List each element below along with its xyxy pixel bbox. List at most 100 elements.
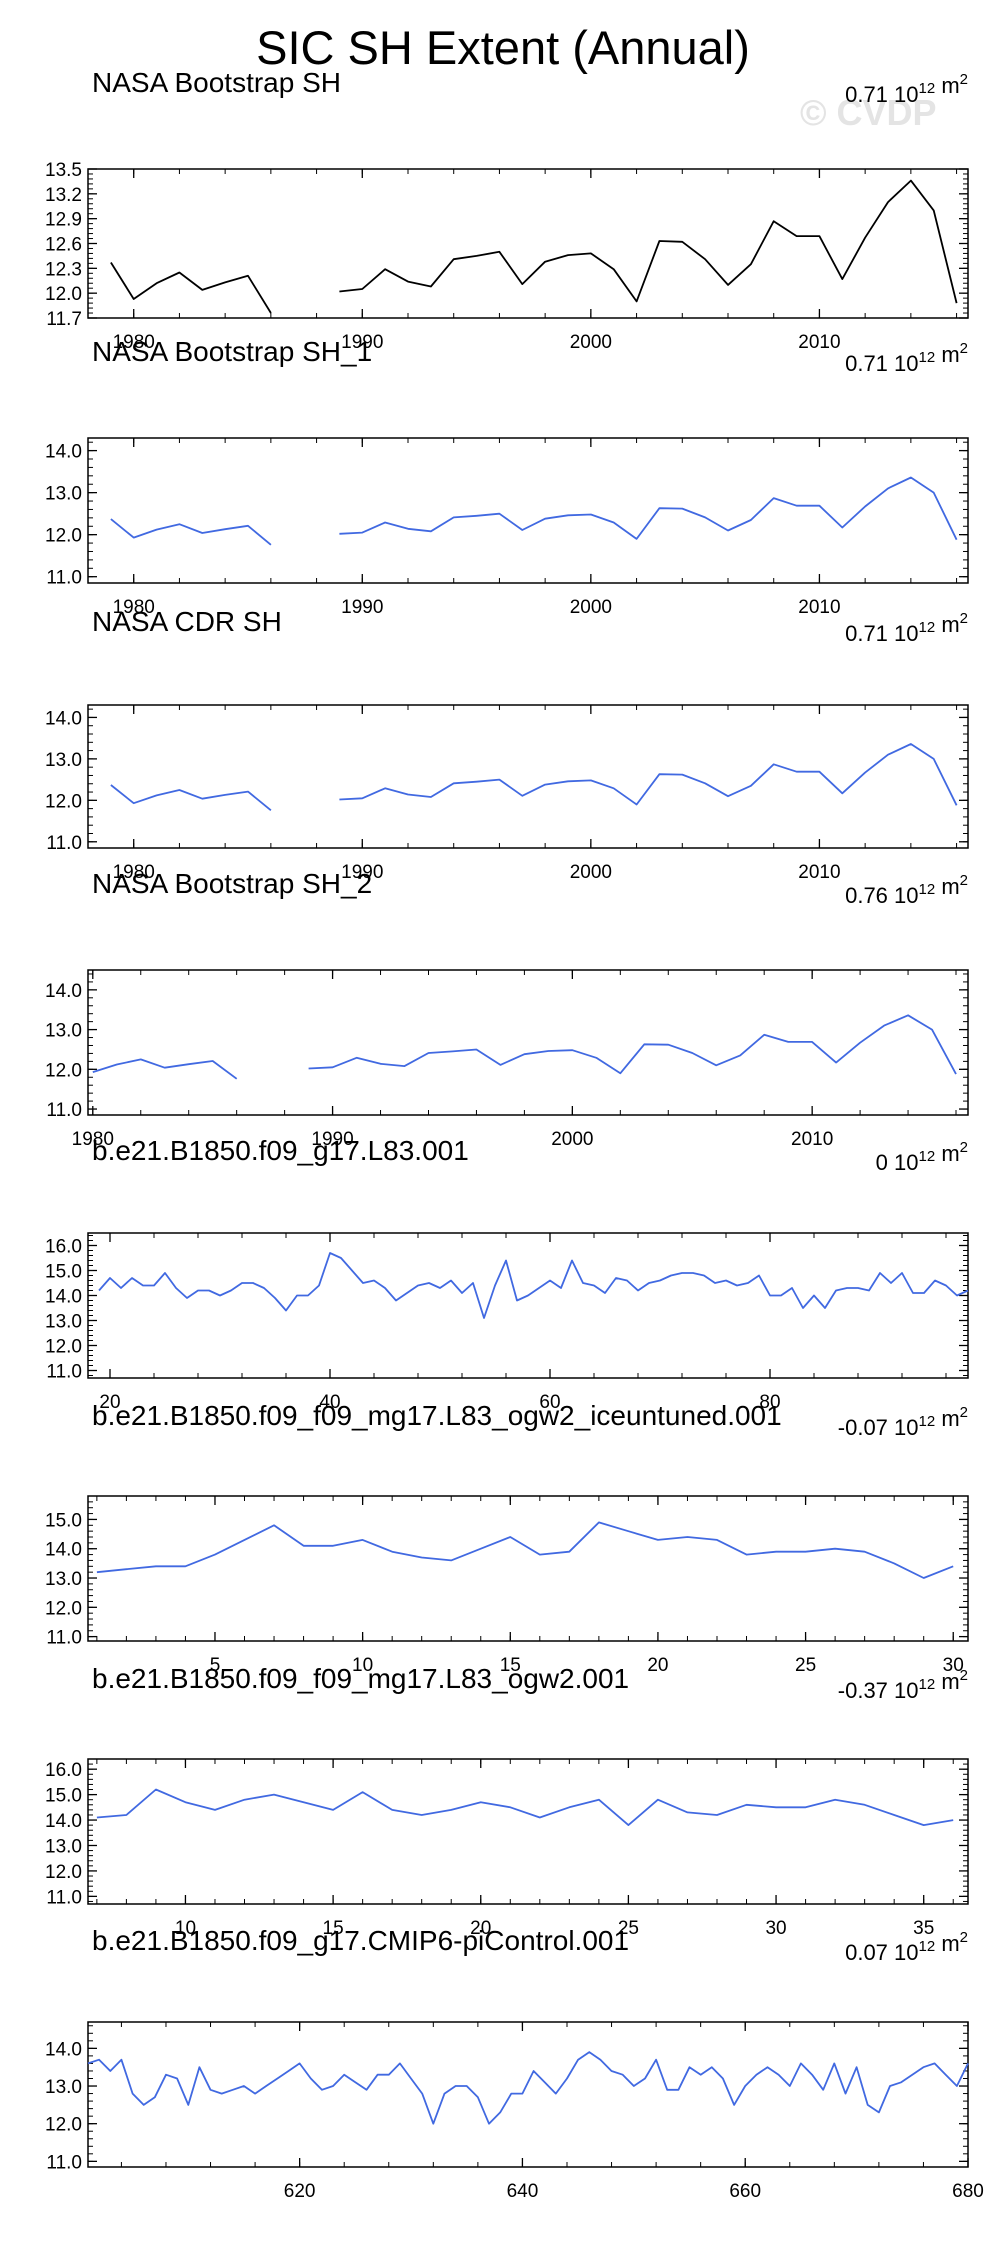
y-tick-label: 12.0 xyxy=(45,526,82,547)
series-line xyxy=(96,1788,954,1826)
y-tick-label: 11.0 xyxy=(46,2152,82,2173)
y-tick-label: 12.0 xyxy=(45,1060,82,1081)
y-tick-label: 13.0 xyxy=(45,484,82,505)
y-tick-label: 12.6 xyxy=(45,235,82,256)
series-line xyxy=(110,262,272,314)
x-tick-label: 20 xyxy=(470,1918,491,1939)
y-tick-label: 11.0 xyxy=(46,1628,82,1649)
plot-frame xyxy=(87,2021,969,2168)
y-tick-label: 12.9 xyxy=(45,210,82,231)
y-tick-label: 13.2 xyxy=(45,185,82,206)
panel-stat: 0 1012 m2 xyxy=(876,1139,968,1175)
plot-frame xyxy=(87,1495,969,1642)
y-tick-label: 12.0 xyxy=(45,1337,82,1358)
y-tick-label: 16.0 xyxy=(45,1760,82,1781)
y-tick-label: 14.0 xyxy=(45,708,82,729)
x-tick-label: 1990 xyxy=(311,1129,353,1150)
y-tick-label: 14.0 xyxy=(45,442,82,463)
y-tick-label: 12.0 xyxy=(45,284,82,305)
x-tick-label: 40 xyxy=(319,1392,340,1413)
y-tick-label: 11.0 xyxy=(46,1887,82,1908)
x-tick-label: 1980 xyxy=(113,862,155,883)
plot-frame xyxy=(87,1232,969,1379)
plot-frame xyxy=(87,168,969,319)
series-line xyxy=(339,743,958,806)
series-line xyxy=(92,1058,238,1080)
x-tick-label: 20 xyxy=(99,1392,120,1413)
plot-frame xyxy=(87,437,969,584)
y-tick-label: 16.0 xyxy=(45,1237,82,1258)
y-tick-label: 11.0 xyxy=(46,1362,82,1383)
y-tick-label: 13.0 xyxy=(45,750,82,771)
y-tick-label: 14.0 xyxy=(45,1287,82,1308)
x-tick-label: 1990 xyxy=(341,597,383,618)
y-tick-label: 14.0 xyxy=(45,981,82,1002)
y-tick-label: 11.0 xyxy=(46,1100,82,1121)
panel-title: NASA Bootstrap SH xyxy=(92,67,341,98)
y-tick-label: 13.0 xyxy=(45,2077,82,2098)
x-tick-label: 2000 xyxy=(570,597,612,618)
y-tick-label: 13.0 xyxy=(45,1569,82,1590)
x-tick-label: 2010 xyxy=(798,332,840,353)
panel-stat: 0.71 1012 m2 xyxy=(845,71,968,107)
x-tick-label: 660 xyxy=(729,2181,761,2202)
cvdp-watermark: © CVDP xyxy=(800,92,937,133)
x-tick-label: 15 xyxy=(500,1655,521,1676)
x-tick-label: 80 xyxy=(759,1392,780,1413)
series-line xyxy=(96,1521,954,1579)
y-tick-label: 14.0 xyxy=(45,2039,82,2060)
x-tick-label: 1980 xyxy=(113,332,155,353)
y-tick-label: 12.0 xyxy=(45,791,82,812)
y-tick-label: 11.0 xyxy=(46,833,82,854)
x-tick-label: 5 xyxy=(210,1655,221,1676)
panel-stat: 0.71 1012 m2 xyxy=(845,340,968,376)
series-line xyxy=(308,1014,957,1075)
x-tick-label: 25 xyxy=(618,1918,639,1939)
panel-title: b.e21.B1850.f09_g17.CMIP6-piControl.001 xyxy=(92,1925,629,1956)
panel-stat: 0.76 1012 m2 xyxy=(845,872,968,908)
y-tick-label: 14.0 xyxy=(45,1540,82,1561)
series-line xyxy=(110,784,272,811)
x-tick-label: 2000 xyxy=(570,332,612,353)
y-tick-label: 13.0 xyxy=(45,1836,82,1857)
x-tick-label: 1980 xyxy=(72,1129,114,1150)
y-tick-label: 15.0 xyxy=(45,1786,82,1807)
x-tick-label: 2000 xyxy=(551,1129,593,1150)
x-tick-label: 30 xyxy=(765,1918,786,1939)
y-tick-label: 11.0 xyxy=(46,568,82,589)
y-tick-label: 11.7 xyxy=(46,309,82,330)
y-tick-label: 14.0 xyxy=(45,1811,82,1832)
panel-title: b.e21.B1850.f09_g17.L83.001 xyxy=(92,1135,469,1166)
x-tick-label: 1980 xyxy=(113,597,155,618)
y-tick-label: 13.0 xyxy=(45,1021,82,1042)
series-line xyxy=(339,179,958,304)
panel-stat: 0.71 1012 m2 xyxy=(845,610,968,646)
x-tick-label: 1990 xyxy=(341,332,383,353)
panel-title: NASA Bootstrap SH_1 xyxy=(92,336,372,367)
plot-frame xyxy=(87,1758,969,1905)
panel-title: b.e21.B1850.f09_f09_mg17.L83_ogw2_iceunt… xyxy=(92,1400,782,1431)
y-tick-label: 12.0 xyxy=(45,2115,82,2136)
x-tick-label: 2010 xyxy=(798,597,840,618)
x-tick-label: 25 xyxy=(795,1655,816,1676)
figure-title: SIC SH Extent (Annual) xyxy=(256,21,750,74)
y-tick-label: 13.5 xyxy=(45,160,82,181)
series-line xyxy=(87,2051,969,2125)
y-tick-label: 12.0 xyxy=(45,1598,82,1619)
panel-title: NASA CDR SH xyxy=(92,606,282,637)
series-line xyxy=(98,1252,969,1319)
plot-frame xyxy=(87,969,969,1116)
y-tick-label: 15.0 xyxy=(45,1262,82,1283)
x-tick-label: 640 xyxy=(507,2181,539,2202)
x-tick-label: 2010 xyxy=(791,1129,833,1150)
x-tick-label: 15 xyxy=(323,1918,344,1939)
x-tick-label: 2010 xyxy=(798,862,840,883)
x-tick-label: 2000 xyxy=(570,862,612,883)
x-tick-label: 620 xyxy=(284,2181,316,2202)
x-tick-label: 1990 xyxy=(341,862,383,883)
panel-stat: -0.07 1012 m2 xyxy=(838,1404,968,1440)
panel-title: b.e21.B1850.f09_f09_mg17.L83_ogw2.001 xyxy=(92,1663,629,1694)
plot-frame xyxy=(87,704,969,849)
